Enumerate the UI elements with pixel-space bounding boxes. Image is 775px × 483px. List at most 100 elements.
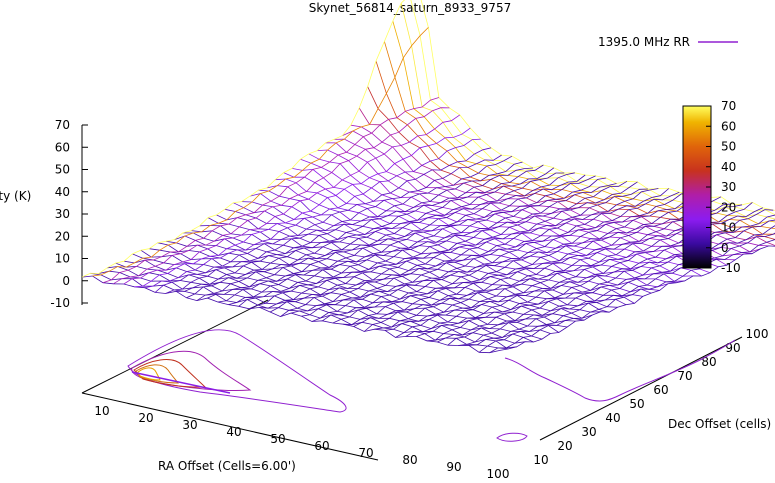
x-tick-label: 70 <box>358 446 373 460</box>
legend-label: 1395.0 MHz RR <box>598 35 690 49</box>
colorbar-tick-label: 10 <box>721 221 736 235</box>
surface-line-ra <box>165 154 502 294</box>
x-axis-label: RA Offset (Cells=6.00') <box>158 459 296 473</box>
z-axis-label: Intensity (K) <box>0 189 31 203</box>
surface-line-ra <box>238 172 575 307</box>
surface-line-ra <box>280 183 617 317</box>
z-tick-label: 10 <box>55 252 70 266</box>
contour-projection <box>127 329 736 442</box>
contour-level-3 <box>133 359 207 388</box>
surface-line-ra <box>228 172 565 305</box>
y-axis <box>539 336 743 441</box>
surface-line-ra <box>499 245 775 351</box>
surface-line-ra <box>458 219 775 346</box>
surface-line-ra <box>332 188 670 324</box>
colorbar-tick-label: 0 <box>721 241 729 255</box>
y-tick-label: 10 <box>533 453 548 467</box>
surface-line-ra <box>343 191 680 326</box>
surface-line-ra <box>144 138 481 289</box>
surface-line-dec <box>123 259 543 340</box>
surface-line-ra <box>489 239 775 354</box>
surface-line-ra <box>311 188 648 322</box>
y-ticks: 10 20 30 40 50 60 70 80 90 100 <box>533 327 768 467</box>
colorbar-tick-label: 70 <box>721 99 736 113</box>
y-tick-label: 80 <box>701 355 716 369</box>
surface-line-ra <box>81 0 406 278</box>
z-tick-label: 20 <box>55 229 70 243</box>
y-tick-label: 40 <box>605 411 620 425</box>
surface-line-dec <box>358 107 775 246</box>
chart-title: Skynet_56814_saturn_8933_9757 <box>309 1 511 15</box>
surface-line-ra <box>322 188 659 322</box>
surface-line-ra <box>176 155 513 292</box>
surface-line-ra <box>196 167 534 301</box>
y-tick-label: 100 <box>746 327 769 341</box>
surface-line-ra <box>437 209 774 343</box>
surface-line-ra <box>249 174 586 310</box>
y-tick-label: 50 <box>629 397 644 411</box>
surface-line-ra <box>259 175 596 309</box>
surface-line-ra <box>186 161 523 299</box>
surface-line-ra <box>447 214 775 346</box>
colorbar: -10 0 10 20 30 40 50 60 70 <box>682 99 741 275</box>
x-axis <box>81 392 379 461</box>
x-tick-label: 40 <box>226 425 241 439</box>
x-tick-label: 60 <box>314 439 329 453</box>
colorbar-tick-label: 30 <box>721 180 736 194</box>
surface-line-ra <box>468 225 775 346</box>
contour-blob <box>496 432 528 442</box>
colorbar-tick-label: 20 <box>721 200 736 214</box>
colorbar-tick-label: 50 <box>721 140 736 154</box>
surface-line-ra <box>123 114 461 285</box>
y-tick-label: 90 <box>725 341 740 355</box>
colorbar-tick-label: 60 <box>721 119 736 133</box>
z-tick-label: 60 <box>55 140 70 154</box>
x-tick-label: 50 <box>270 432 285 446</box>
surface-line-ra <box>102 97 440 284</box>
x-tick-label: 100 <box>487 467 510 481</box>
surface-mesh <box>81 0 775 354</box>
surface-line-ra <box>113 107 450 285</box>
y-tick-label: 20 <box>557 439 572 453</box>
surface-line-ra <box>207 164 544 299</box>
z-tick-label: 30 <box>55 207 70 221</box>
z-tick-label: 40 <box>55 185 70 199</box>
contour-level-1 <box>127 329 347 413</box>
surface-line-ra <box>353 193 690 327</box>
x-tick-label: 20 <box>138 411 153 425</box>
contour-trail <box>504 339 736 402</box>
x-tick-label: 90 <box>446 460 461 474</box>
z-tick-label: -10 <box>50 296 70 310</box>
y-axis-label: Dec Offset (cells) <box>668 417 771 431</box>
surface-line-ra <box>154 147 492 293</box>
base-axes <box>81 125 743 461</box>
contour-level-4 <box>135 364 179 384</box>
surface-line-ra <box>134 127 471 288</box>
y-tick-label: 30 <box>581 425 596 439</box>
surface-line-ra <box>385 196 722 331</box>
y-tick-label: 70 <box>677 369 692 383</box>
legend: 1395.0 MHz RR <box>598 35 738 49</box>
base-back-line <box>81 299 269 394</box>
surface-line-ra <box>478 232 775 353</box>
z-tick-label: 70 <box>55 118 70 132</box>
x-tick-label: 10 <box>94 404 109 418</box>
colorbar-ticks: -10 0 10 20 30 40 50 60 70 <box>706 99 741 275</box>
x-tick-label: 80 <box>402 453 417 467</box>
colorbar-tick-label: 40 <box>721 160 736 174</box>
surface-line-ra <box>395 203 732 338</box>
surface-line-ra <box>301 181 638 317</box>
y-tick-label: 60 <box>653 383 668 397</box>
surface-line-ra <box>217 167 555 303</box>
z-tick-label: 50 <box>55 163 70 177</box>
surface-line-ra <box>92 27 429 277</box>
surface-line-ra <box>290 180 628 314</box>
colorbar-tick-label: -10 <box>721 261 741 275</box>
z-tick-label: 0 <box>62 274 70 288</box>
surface-line-ra <box>363 196 701 332</box>
surface-line-ra <box>374 197 711 330</box>
contour-edge <box>131 371 231 394</box>
z-ticks: -10 0 10 20 30 40 50 60 70 <box>50 118 88 310</box>
x-tick-label: 30 <box>182 418 197 432</box>
